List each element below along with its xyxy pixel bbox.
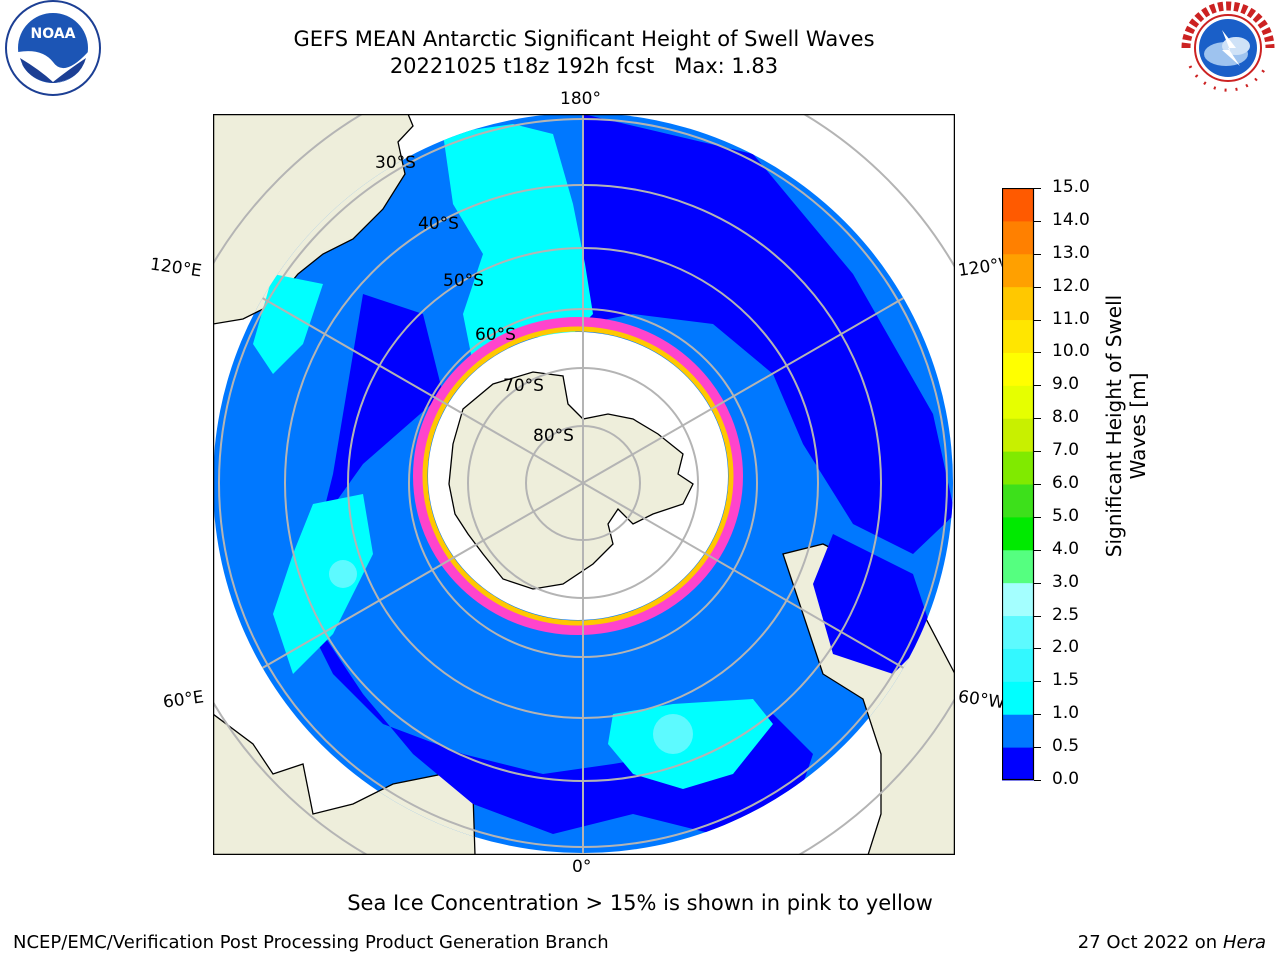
colorbar-band [1002, 352, 1034, 386]
colorbar-band [1002, 615, 1034, 649]
colorbar-tick-label: 0.5 [1052, 736, 1080, 757]
credit-text: NCEP/EMC/Verification Post Processing Pr… [13, 932, 609, 953]
colorbar-tick-label: 6.0 [1052, 473, 1080, 493]
colorbar-tick [1034, 451, 1041, 453]
colorbar-tick-label: 2.5 [1052, 604, 1080, 625]
colorbar-tick-label: 10.0 [1052, 341, 1090, 362]
colorbar-tick-label: 1.0 [1052, 703, 1080, 724]
lon-label-60e: 60°E [161, 687, 206, 713]
lon-label-120e: 120°E [148, 254, 203, 282]
machine-name: Hera [1222, 932, 1266, 953]
lat-label-50s: 50°S [443, 271, 484, 291]
colorbar-tick [1034, 681, 1041, 683]
colorbar-band [1002, 451, 1034, 485]
swell-band-0-0.5 [583, 114, 953, 554]
lon-label-60w: 60°W [956, 686, 1006, 714]
colorbar-tick-label: 4.0 [1052, 538, 1080, 559]
lat-label-40s: 40°S [418, 214, 459, 234]
colorbar-tick [1034, 714, 1041, 716]
map-frame [213, 114, 955, 855]
lon-label-120w: 120°W [956, 255, 1004, 281]
colorbar-tick-label: 8.0 [1052, 407, 1080, 428]
noaa-logo-text: NOAA [31, 26, 76, 42]
colorbar-tick [1034, 615, 1041, 617]
colorbar-band [1002, 582, 1034, 617]
antarctica-land [448, 371, 694, 590]
colorbar-tick-label: 7.0 [1052, 440, 1080, 461]
run-date-text: 27 Oct 2022 on [1077, 932, 1223, 953]
polar-map: 30°S 40°S 50°S 60°S 70°S 80°S [213, 114, 955, 855]
colorbar-band [1002, 188, 1034, 222]
lat-label-80s: 80°S [533, 426, 574, 446]
nws-logo [1181, 1, 1275, 95]
colorbar-tick [1034, 549, 1041, 551]
colorbar-tick [1034, 484, 1041, 485]
colorbar-label-line2: Waves [m] [1126, 372, 1150, 480]
lat-label-60s: 60°S [475, 325, 516, 345]
colorbar-band [1002, 516, 1034, 551]
colorbar-label: Significant Height of Swell Waves [m] [1102, 216, 1150, 636]
colorbar-tick [1034, 780, 1041, 781]
sea-ice-note: Sea Ice Concentration > 15% is shown in … [347, 891, 933, 915]
colorbar-band [1002, 714, 1034, 748]
colorbar-tick [1034, 319, 1041, 321]
colorbar-tick-label: 2.0 [1052, 637, 1080, 658]
colorbar-tick-label: 0.0 [1052, 769, 1080, 789]
noaa-logo: NOAA [5, 0, 101, 96]
colorbar-tick-label: 13.0 [1052, 242, 1090, 263]
colorbar [1002, 188, 1035, 781]
colorbar-band [1002, 484, 1034, 518]
colorbar-tick-label: 1.5 [1052, 670, 1080, 691]
colorbar-tick [1034, 188, 1041, 189]
colorbar-band [1002, 681, 1034, 715]
colorbar-tick-label: 3.0 [1052, 571, 1080, 592]
colorbar-band [1002, 319, 1034, 353]
colorbar-label-line1: Significant Height of Swell [1102, 294, 1126, 558]
colorbar-tick-label: 15.0 [1052, 177, 1090, 197]
colorbar-tick [1034, 648, 1041, 650]
colorbar-tick [1034, 516, 1041, 518]
colorbar-tick [1034, 582, 1041, 584]
swell-band-1.0-1.5 [443, 124, 593, 364]
lat-label-30s: 30°S [375, 153, 416, 173]
colorbar-tick-label: 12.0 [1052, 275, 1090, 296]
lon-label-0: 0° [572, 857, 592, 877]
colorbar-tick [1034, 286, 1041, 288]
colorbar-band [1002, 220, 1034, 255]
colorbar-band [1002, 549, 1034, 584]
graticule [213, 114, 953, 853]
lon-label-180: 180° [560, 89, 601, 109]
colorbar-tick [1034, 418, 1041, 420]
colorbar-tick [1034, 747, 1041, 749]
sea-ice-edge [413, 317, 743, 635]
africa-land [213, 713, 476, 855]
lat-label-70s: 70°S [503, 376, 544, 396]
map-title: GEFS MEAN Antarctic Significant Height o… [293, 27, 875, 51]
colorbar-band [1002, 253, 1034, 288]
colorbar-band [1002, 648, 1034, 682]
map-subtitle: 20221025 t18z 192h fcst Max: 1.83 [389, 54, 779, 78]
colorbar-tick-label: 5.0 [1052, 505, 1080, 526]
colorbar-band [1002, 418, 1034, 452]
colorbar-tick [1034, 253, 1041, 255]
colorbar-tick [1034, 220, 1041, 222]
colorbar-band [1002, 286, 1034, 321]
run-date: 27 Oct 2022 on Hera [1078, 932, 1266, 953]
colorbar-tick-label: 9.0 [1052, 374, 1080, 395]
colorbar-tick-label: 14.0 [1052, 209, 1090, 230]
colorbar-band [1002, 747, 1034, 781]
colorbar-band [1002, 385, 1034, 419]
colorbar-tick [1034, 352, 1041, 354]
colorbar-tick [1034, 385, 1041, 387]
colorbar-tick-label: 11.0 [1052, 308, 1090, 329]
